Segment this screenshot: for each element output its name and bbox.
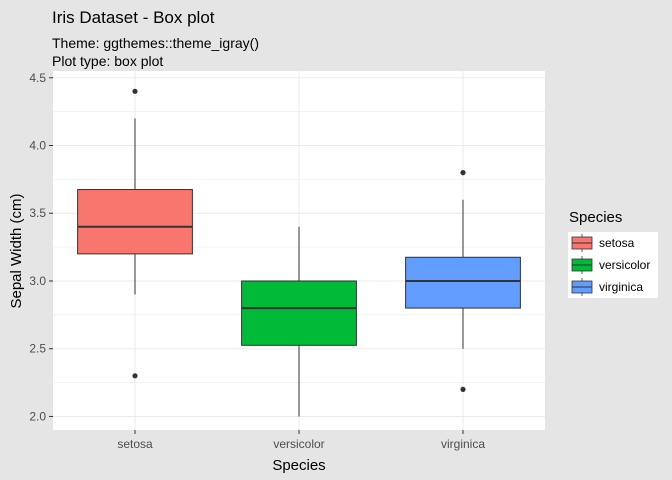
box-versicolor xyxy=(241,226,357,417)
legend-key-virginica xyxy=(571,278,593,296)
y-tick-label: 4.0 xyxy=(29,139,46,153)
box-body xyxy=(241,280,357,346)
y-tick-label: 2.0 xyxy=(29,409,46,423)
box-body xyxy=(405,256,521,309)
outlier-point xyxy=(132,88,138,94)
legend-title: Species xyxy=(569,209,622,226)
box-setosa xyxy=(77,88,193,379)
legend-items: setosa versicolor virginica xyxy=(568,232,658,298)
legend-key-setosa xyxy=(571,234,593,252)
y-tick-label: 4.5 xyxy=(29,71,46,85)
x-tick-label: virginica xyxy=(441,437,485,451)
axes-layer: 2.0 2.5 3.0 3.5 4.0 4.5 setosa versicolor virgin… xyxy=(29,71,485,451)
box-body xyxy=(77,189,193,255)
outlier-point xyxy=(132,373,138,379)
legend: Species setosa versicolor virginica xyxy=(568,209,658,298)
legend-label: versicolor xyxy=(599,258,650,272)
legend-label: virginica xyxy=(599,280,643,294)
outlier-point xyxy=(460,170,466,176)
outlier-point xyxy=(460,386,466,392)
y-tick-label: 3.5 xyxy=(29,206,46,220)
y-tick-label: 2.5 xyxy=(29,342,46,356)
chart-title: Iris Dataset - Box plot xyxy=(52,8,215,27)
chart-subtitle-line-1: Theme: ggthemes::theme_igray() xyxy=(52,35,259,51)
y-axis-title: Sepal Width (cm) xyxy=(8,193,25,308)
x-axis-title: Species xyxy=(272,457,325,474)
boxes-layer xyxy=(77,88,521,417)
chart-subtitle-line-2: Plot type: box plot xyxy=(52,53,163,69)
x-tick-label: versicolor xyxy=(273,437,324,451)
y-tick-label: 3.0 xyxy=(29,274,46,288)
box-virginica xyxy=(405,170,521,392)
x-tick-label: setosa xyxy=(117,437,153,451)
legend-label: setosa xyxy=(599,236,635,250)
legend-key-versicolor xyxy=(571,256,593,274)
